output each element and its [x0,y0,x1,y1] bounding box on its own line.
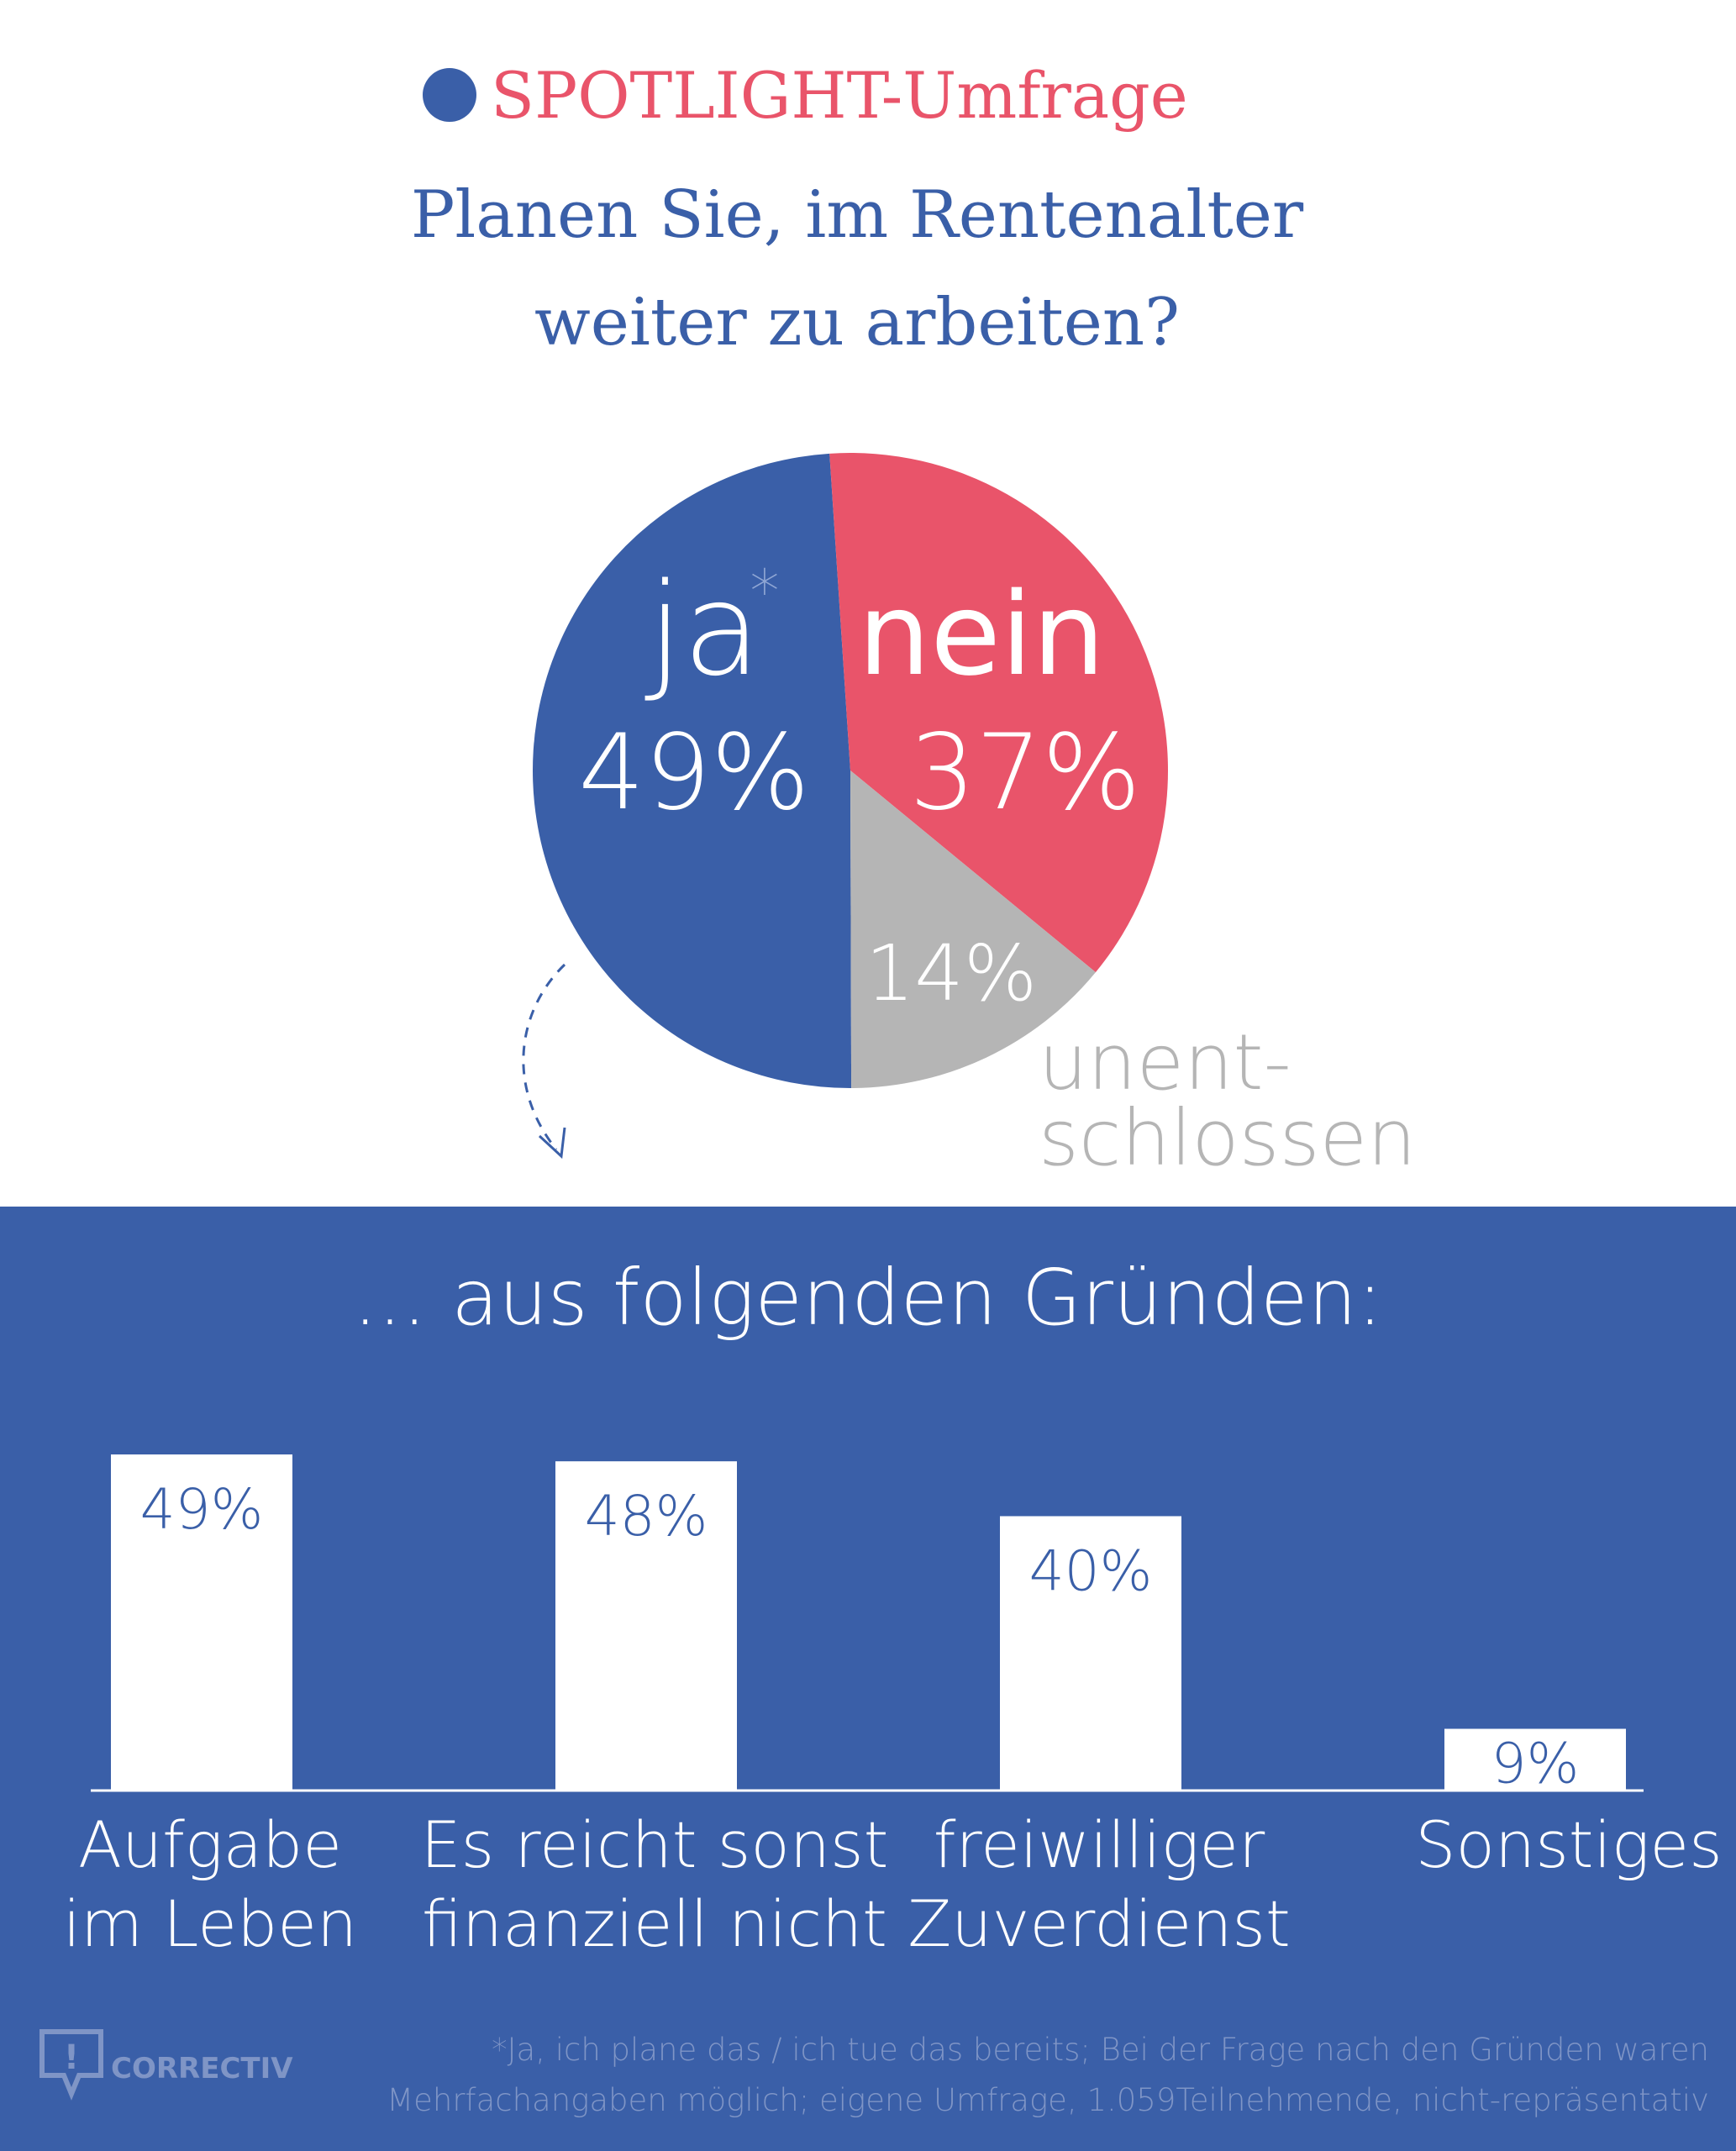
kicker-title: SPOTLIGHT-Umfrage [491,58,1188,133]
pie-asterisk-marker: * [750,557,780,626]
bar-category-label-2-line-0: freiwilliger [934,1807,1265,1882]
pie-value-unentschlossen: 14% [865,928,1037,1018]
pie-value-ja: 49% [578,713,810,834]
bar-0 [111,1454,292,1791]
pie-label-ja: ja [644,555,760,704]
bar-category-label-3-line-0: Sonstiges [1415,1807,1722,1882]
speech-bubble-icon [39,2029,103,2101]
logo-wordmark: CORRECTIV [111,2052,293,2085]
bar-category-label-2-line-1: Zuverdienst [907,1886,1291,1961]
bar-chart-title: ... aus folgenden Gründen: [353,1253,1383,1343]
pie-chart [532,453,1168,1089]
pie-label-unentschlossen-line1: unent- [1039,1018,1291,1107]
bar-category-label-1-line-1: finanziell nicht [422,1886,887,1961]
pie-label-nein: nein [858,569,1105,702]
bar-3 [1444,1728,1626,1791]
bar-category-label-0-line-0: Aufgabe [78,1807,342,1882]
dashed-arrow-connector [522,963,566,1150]
pie-slice-unentschlossen [850,770,1096,1088]
correctiv-logo: ! CORRECTIV [39,2029,293,2101]
bar-value-label-2: 40% [1029,1538,1153,1603]
pie-slice-ja [532,453,852,1089]
arrow-head-icon [538,1127,566,1160]
bar-category-label-1-line-0: Es reicht sonst [421,1807,889,1882]
logo-exclamation: ! [64,2038,79,2077]
pie-value-nein: 37% [909,713,1141,834]
bar-value-label-0: 49% [140,1477,264,1542]
bar-1 [555,1461,737,1791]
pie-slice-nein [829,453,1168,973]
pie-label-unentschlossen-line2: schlossen [1039,1093,1416,1183]
question-line-1: Planen Sie, im Rentenalter [411,177,1304,253]
footnote-line-1: *Ja, ich plane das / ich tue das bereits… [492,2032,1709,2068]
kicker-dot-icon [423,68,476,122]
bar-value-label-3: 9% [1491,1732,1580,1796]
question-line-2: weiter zu arbeiten? [534,285,1180,360]
bar-2 [1000,1516,1181,1791]
footnote-line-2: Mehrfachangaben möglich; eigene Umfrage,… [387,2082,1709,2118]
bar-value-label-1: 48% [585,1484,708,1549]
bar-category-label-0-line-1: im Leben [63,1886,357,1961]
